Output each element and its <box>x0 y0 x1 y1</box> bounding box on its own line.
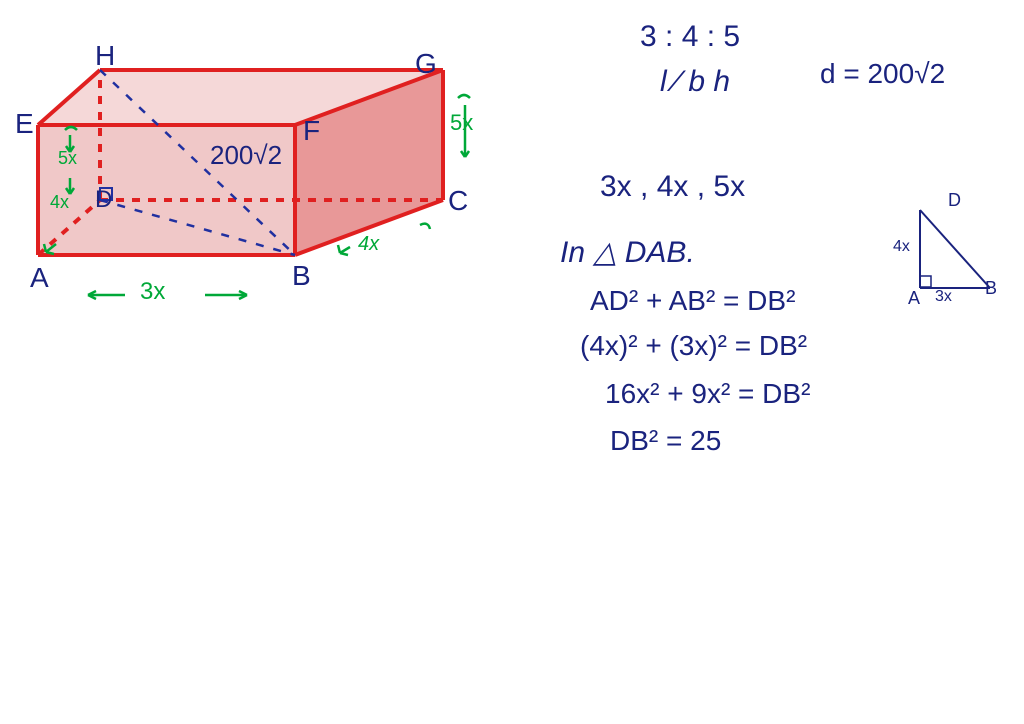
tri-A: A <box>908 288 920 309</box>
dim-BC: 4x <box>358 233 379 256</box>
tri-AB: 3x <box>935 288 952 306</box>
dim-CG: 5x <box>450 110 473 136</box>
lbh-text: l ⁄ b h <box>660 65 730 99</box>
vertex-C: C <box>448 185 468 217</box>
vertex-A: A <box>30 262 49 294</box>
dim-AE: 5x <box>58 148 77 169</box>
annot-bottom <box>88 291 247 299</box>
diagonal-label: 200√2 <box>210 140 282 171</box>
vertex-E: E <box>15 108 34 140</box>
vertex-D: D <box>95 186 112 214</box>
tri-D: D <box>948 190 961 211</box>
tri-B: B <box>985 278 997 299</box>
vertex-F: F <box>303 115 320 147</box>
whiteboard-canvas: A B C D E F G H 200√2 5x 4x 3x 4x 5x 3 :… <box>0 0 1024 724</box>
vertex-B: B <box>292 260 311 292</box>
aux-triangle <box>920 210 990 288</box>
d-eq-text: d = 200√2 <box>820 58 945 90</box>
ratio-text: 3 : 4 : 5 <box>640 20 740 54</box>
vertex-H: H <box>95 40 115 72</box>
vertex-G: G <box>415 48 437 80</box>
tri-AD: 4x <box>893 238 910 256</box>
dim-AB: 3x <box>140 278 165 306</box>
eq2: (4x)² + (3x)² = DB² <box>580 330 807 362</box>
triangle-right-angle <box>920 276 931 287</box>
eq4: DB² = 25 <box>610 425 721 457</box>
prism-diagram <box>0 0 1024 724</box>
eq3: 16x² + 9x² = DB² <box>605 378 810 410</box>
eq1: AD² + AB² = DB² <box>590 285 795 317</box>
dim-AD: 4x <box>50 192 69 213</box>
dims-line: 3x , 4x , 5x <box>600 170 745 204</box>
in-tri-text: In △ DAB. <box>560 235 695 270</box>
